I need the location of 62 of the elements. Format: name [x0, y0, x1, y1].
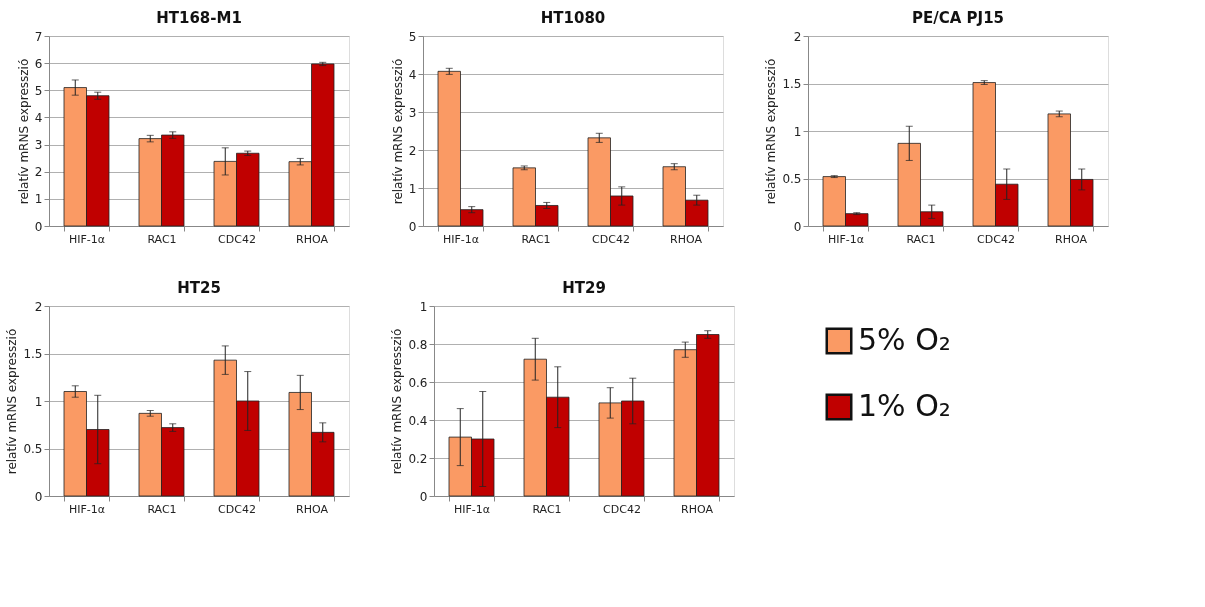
y-tick-label: 0 [419, 489, 428, 504]
y-tick-label: 0 [34, 489, 43, 504]
x-tick-label: RHOA [1055, 232, 1088, 246]
y-tick-label: 2 [408, 143, 417, 158]
y-tick-label: 0 [793, 219, 802, 234]
y-tick-label: 1 [419, 299, 428, 314]
y-tick-label: 0 [408, 219, 417, 234]
y-axis-title: relatív mRNS expresszió [16, 58, 31, 205]
y-tick-label: 2 [34, 299, 43, 314]
y-tick-label: 6 [34, 56, 43, 71]
y-tick-label: 1 [408, 181, 417, 196]
y-tick-label: 2 [34, 165, 43, 180]
y-tick-label: 1 [34, 192, 43, 207]
x-tick-label: RAC1 [532, 502, 562, 516]
y-tick-label: 2 [793, 29, 802, 44]
x-tick-label: HIF-1α [68, 232, 106, 246]
y-tick-label: 4 [34, 110, 43, 125]
x-tick-label: HIF-1α [442, 232, 480, 246]
x-tick-label: RHOA [296, 502, 329, 516]
x-tick-label: RHOA [681, 502, 714, 516]
x-tick-label: CDC42 [592, 232, 630, 246]
x-tick-label: RAC1 [147, 232, 177, 246]
y-tick-label: 4 [408, 67, 417, 82]
x-tick-label: RAC1 [521, 232, 551, 246]
x-tick-label: RHOA [670, 232, 703, 246]
x-tick-label: RHOA [296, 232, 329, 246]
y-tick-label: 5 [34, 83, 43, 98]
chart-title: HT25 [177, 279, 221, 297]
y-tick-label: 0.5 [782, 172, 802, 186]
x-tick-label: HIF-1α [827, 232, 865, 246]
x-tick-label: RAC1 [147, 502, 177, 516]
y-tick-label: 1 [34, 394, 43, 409]
y-axis-title: relatív mRNS expresszió [390, 58, 405, 205]
x-tick-label: CDC42 [218, 502, 256, 516]
y-tick-label: 1 [793, 124, 802, 139]
y-tick-label: 3 [408, 105, 417, 120]
y-tick-label: 1.5 [782, 77, 802, 91]
legend-label: 5% O₂ [858, 322, 951, 357]
y-tick-label: 1.5 [23, 347, 43, 361]
y-tick-label: 0 [34, 219, 43, 234]
y-tick-label: 5 [408, 29, 417, 44]
x-tick-label: RAC1 [906, 232, 936, 246]
x-tick-label: CDC42 [218, 232, 256, 246]
chart-title: PE/CA PJ15 [911, 9, 1005, 27]
y-tick-label: 0.4 [408, 413, 428, 428]
x-tick-label: HIF-1α [453, 502, 491, 516]
y-axis-title: relatív mRNS expresszió [5, 328, 20, 475]
legend-label: 1% O₂ [858, 388, 951, 423]
y-tick-label: 0.6 [408, 375, 428, 390]
chart-title: HT168-M1 [156, 9, 242, 27]
y-tick-label: 3 [34, 138, 43, 153]
y-tick-label: 0.2 [408, 451, 428, 466]
y-tick-label: 0.5 [23, 442, 43, 456]
y-tick-label: 0.8 [408, 337, 428, 352]
x-tick-label: CDC42 [603, 502, 641, 516]
y-axis-title: relatív mRNS expresszió [390, 328, 405, 475]
y-axis-title: relatív mRNS expresszió [764, 58, 779, 205]
x-tick-label: CDC42 [977, 232, 1015, 246]
chart-title: HT1080 [540, 9, 606, 27]
x-tick-label: HIF-1α [68, 502, 106, 516]
chart-title: HT29 [562, 279, 606, 297]
y-tick-label: 7 [34, 29, 43, 44]
